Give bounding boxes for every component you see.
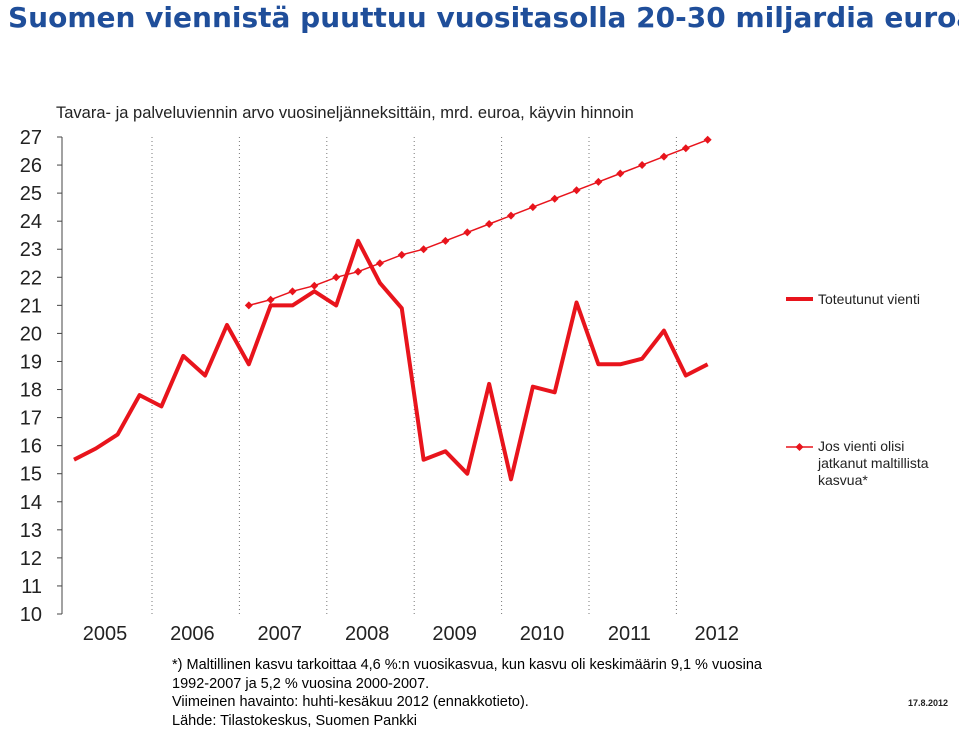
footnote: *) Maltillinen kasvu tarkoittaa 4,6 %:n … [172,656,932,730]
series-point-trend [332,273,341,282]
legend-label-actual: Toteutunut vienti [818,291,920,307]
legend-key-trend-marker [795,443,804,451]
x-tick-label: 2011 [608,623,651,645]
series-point-trend [441,236,450,245]
y-tick-label: 19 [20,351,42,373]
y-tick-label: 24 [20,211,42,233]
series-point-trend [507,211,515,220]
series-point-trend [310,281,319,290]
y-tick-label: 16 [20,436,42,458]
series-point-trend [485,219,494,228]
y-tick-label: 23 [20,239,42,261]
y-tick-label: 10 [20,604,42,626]
y-tick-label: 14 [20,492,42,514]
series-point-trend [288,287,297,296]
y-tick-label: 27 [20,127,42,149]
date-stamp: 17.8.2012 [908,698,949,708]
series-point-trend [375,259,384,268]
y-tick-label: 11 [21,576,42,598]
series-point-trend [638,161,647,170]
y-tick-label: 22 [20,267,42,289]
series-point-trend [572,186,581,195]
series-point-trend [703,135,712,144]
series-point-trend [244,301,253,310]
series-point-trend [463,228,472,237]
series-point-trend [397,250,406,259]
footnote-line-2: 1992-2007 ja 5,2 % vuosina 2000-2007. [172,675,430,692]
x-tick-label: 2006 [170,623,215,645]
x-tick-label: 2009 [432,623,477,645]
legend-trend-line-3: kasvua* [818,472,868,488]
series-point-trend [354,267,363,276]
page-title: Suomen viennistä puuttuu vuositasolla 20… [8,1,959,34]
y-tick-label: 12 [20,548,42,570]
y-tick-label: 20 [20,323,42,345]
series-point-trend [659,152,668,161]
chart-subtitle: Tavara- ja palveluviennin arvo vuosinelj… [56,104,634,122]
legend-label-trend: Jos vienti olisi jatkanut maltillista ka… [818,438,929,489]
series-point-trend [528,203,537,212]
x-tick-label: 2005 [83,623,128,645]
y-tick-label: 25 [20,183,42,205]
x-tick-label: 2010 [520,623,565,645]
y-tick-label: 21 [20,295,42,317]
series-point-trend [616,169,625,178]
series-line-actual [73,238,709,482]
y-tick-label: 18 [20,380,42,402]
series-point-trend [681,144,690,153]
footnote-line-4: Lähde: Tilastokeskus, Suomen Pankki [172,712,418,729]
y-tick-label: 13 [20,520,42,542]
series-point-trend [550,194,559,203]
legend-trend-line-2: jatkanut maltillista [818,455,929,471]
y-tick-label: 26 [20,155,42,177]
y-tick-label: 15 [20,464,42,486]
x-tick-label: 2012 [695,623,740,645]
x-tick-label: 2007 [258,623,303,645]
series-point-trend [419,245,428,254]
y-tick-label: 17 [20,408,42,430]
series-line-trend [248,139,708,307]
footnote-line-3: Viimeinen havainto: huhti-kesäkuu 2012 (… [172,694,529,710]
footnote-line-1: *) Maltillinen kasvu tarkoittaa 4,6 %:n … [172,657,762,673]
x-tick-label: 2008 [345,623,390,645]
series-point-trend [594,177,603,186]
legend-trend-line-1: Jos vienti olisi [818,438,905,454]
series-point-trend [266,295,275,304]
